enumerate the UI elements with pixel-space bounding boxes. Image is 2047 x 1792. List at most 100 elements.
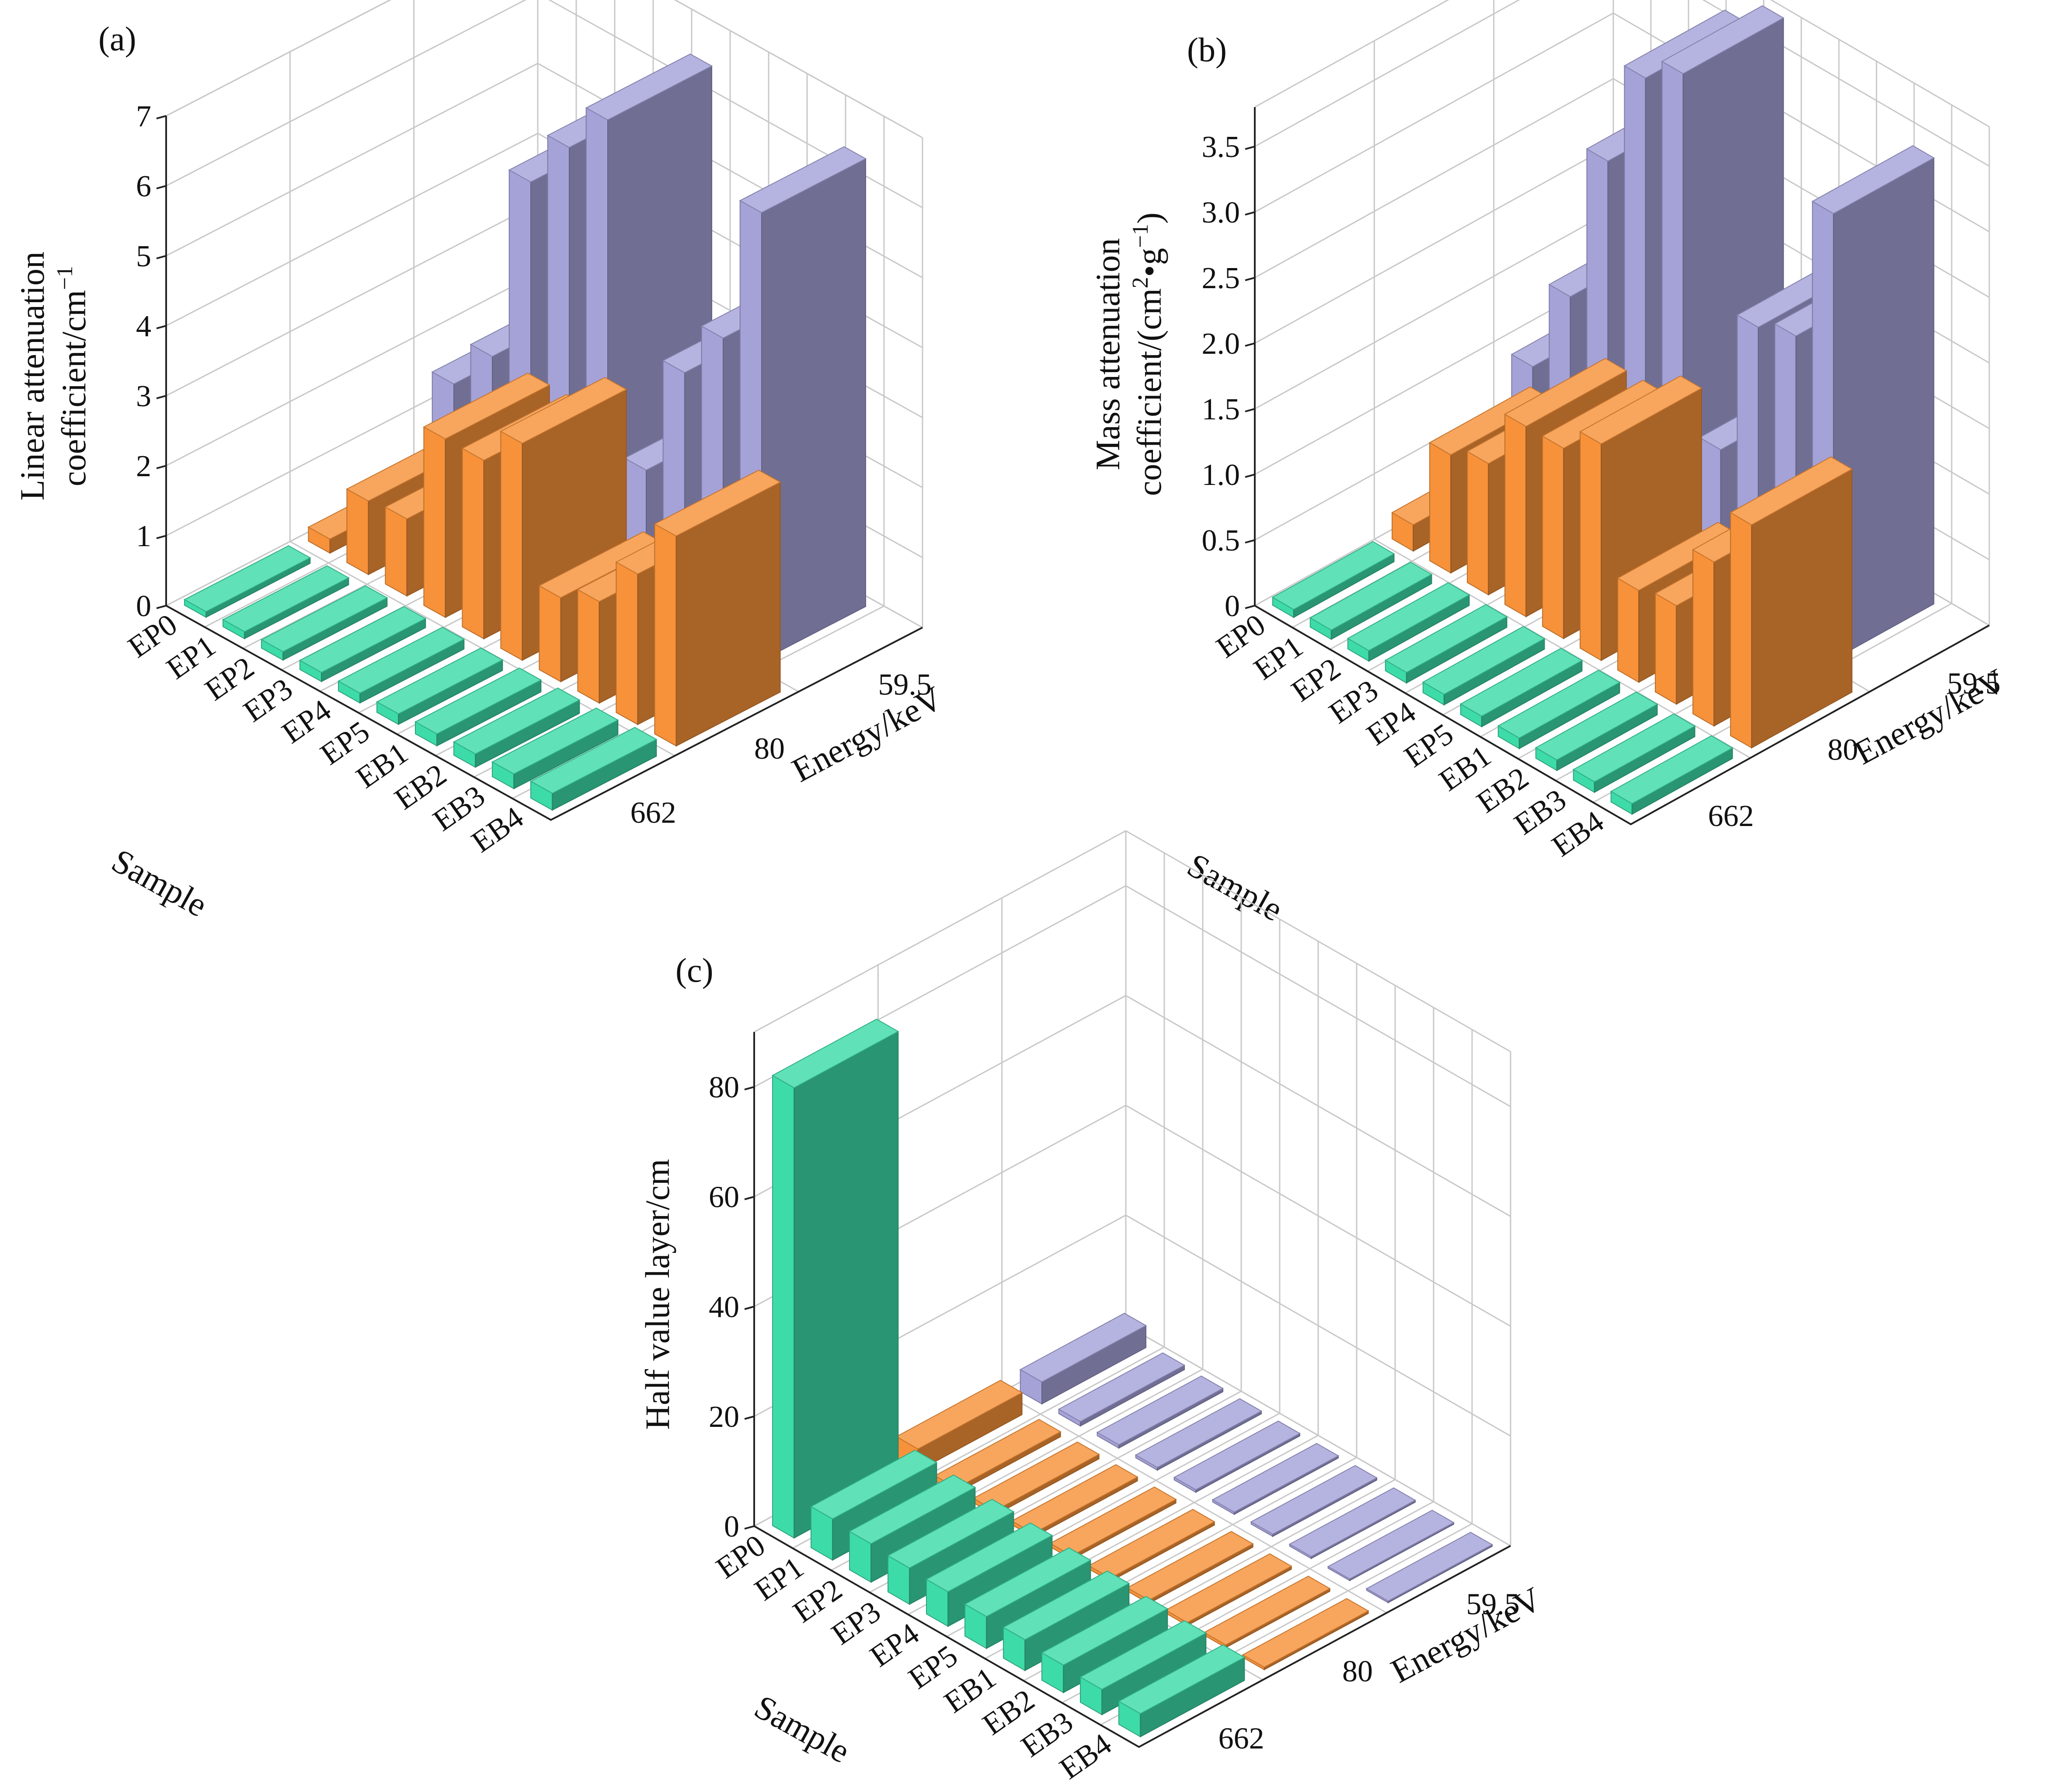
bar-face-top <box>1126 1531 1254 1601</box>
bar-EP0-59.5 <box>1019 1313 1147 1405</box>
bar-face-top <box>1661 5 1785 74</box>
bar-face-top <box>1271 541 1395 610</box>
bar-EB4-80 <box>1242 1598 1369 1671</box>
bar-face-top <box>299 606 427 673</box>
energy-tick-label: 80 <box>1828 733 1858 767</box>
bar-EB2-662 <box>453 687 581 768</box>
bar-face-front <box>616 561 638 725</box>
bar-EP0-662 <box>1271 541 1395 618</box>
bar-face-front <box>1730 512 1752 749</box>
energy-tick-label: 59.5 <box>1466 1588 1520 1621</box>
bar-EP3-59.5 <box>1135 1398 1263 1471</box>
bar-face-top <box>500 377 627 444</box>
bar-EP4-662 <box>1422 626 1546 706</box>
grid-line <box>1001 1391 1387 1614</box>
grid-line <box>1254 0 1990 167</box>
z-axis-title-line1: Half value layer/cm <box>638 1159 676 1429</box>
x-axis-title: Sample <box>748 1687 856 1771</box>
z-tick-mark <box>1245 146 1255 150</box>
bar-EP2-662 <box>260 585 388 661</box>
grid-line <box>166 0 923 139</box>
bar-EP4-662 <box>337 627 465 704</box>
bar-face-top <box>260 585 388 652</box>
bar-face-side <box>794 1031 899 1539</box>
bar-EB4-662 <box>1610 735 1734 815</box>
bar-EB4-662 <box>1117 1644 1246 1738</box>
bar-face-top <box>1250 1465 1378 1535</box>
bar-EB3-59.5 <box>1327 1510 1455 1582</box>
bars <box>771 1018 1493 1738</box>
bar-face-top <box>1211 1443 1340 1513</box>
z-tick-label: 3.5 <box>1202 130 1240 164</box>
z-axis-title-line2: coefficient/cm−1 <box>52 266 93 486</box>
bar-face-top <box>895 1380 1023 1450</box>
z-tick-mark <box>156 325 167 329</box>
bar-face-front <box>1655 593 1677 705</box>
bar-EP1-59.5 <box>1058 1352 1186 1427</box>
bar-EP5-59.5 <box>1211 1443 1340 1515</box>
bar-face-front <box>1692 549 1715 727</box>
bar-face-front <box>500 430 523 661</box>
bar-face-top <box>1165 1553 1292 1623</box>
bar-face-top <box>1459 648 1583 717</box>
bar-face-front <box>1429 442 1452 574</box>
axis-frame <box>753 1032 1511 1748</box>
z-tick-mark <box>744 1415 755 1420</box>
z-tick-label: 3.0 <box>1202 196 1240 230</box>
energy-tick-label: 662 <box>1708 799 1754 833</box>
bars <box>183 53 867 811</box>
bar-EP0-80 <box>895 1380 1023 1472</box>
z-tick-label: 80 <box>709 1071 739 1105</box>
z-tick-label: 0 <box>724 1510 739 1544</box>
bar-face-top <box>423 373 550 439</box>
bar-face-top <box>925 1522 1053 1593</box>
bar-face-top <box>1058 1352 1186 1422</box>
bar-EB2-662 <box>1041 1596 1169 1694</box>
bar-face-top <box>771 1018 899 1088</box>
bar-face-top <box>1019 1313 1147 1383</box>
bar-face-top <box>1384 604 1508 673</box>
bar-face-top <box>183 545 311 612</box>
bar-face-top <box>1365 1531 1493 1602</box>
z-tick-label: 6 <box>136 170 151 203</box>
bar-face-front <box>654 523 677 747</box>
bar-EP5-662 <box>376 647 504 725</box>
grid-line <box>1254 0 1990 128</box>
y-axis-title: Energy/keV <box>786 679 948 789</box>
bar-face-top <box>1572 713 1696 783</box>
bar-face-top <box>739 146 867 213</box>
bar-face-top <box>848 1475 976 1544</box>
bar-face-top <box>453 687 581 755</box>
bars <box>1271 5 1935 815</box>
bar-face-top <box>1117 1644 1246 1715</box>
z-tick-mark <box>1245 277 1255 281</box>
bar-face-top <box>1002 1570 1130 1640</box>
panel-1: 00.51.01.52.02.53.03.5EP0EP1EP2EP3EP4EP5… <box>1089 0 2011 928</box>
z-tick-mark <box>156 115 167 119</box>
energy-tick-label: 662 <box>630 796 676 830</box>
bar-face-front <box>1580 431 1602 661</box>
z-tick-label: 40 <box>709 1290 739 1324</box>
z-tick-label: 2.0 <box>1202 327 1240 361</box>
bar-face-top <box>1041 1596 1169 1666</box>
bar-EB3-80 <box>1203 1576 1331 1649</box>
bar-face-top <box>1203 1576 1331 1646</box>
bar-EP1-662 <box>222 565 350 640</box>
grid-line <box>166 0 923 209</box>
bar-face-front <box>539 585 561 683</box>
bar-face-top <box>222 565 350 632</box>
bar-face-top <box>1497 669 1621 739</box>
bar-EP0-662 <box>183 545 311 618</box>
panel-label: (b) <box>1187 31 1227 69</box>
z-tick-mark <box>1245 342 1255 347</box>
bar-EP1-662 <box>1309 561 1433 640</box>
z-tick-mark <box>1245 605 1255 609</box>
bar-EB1-662 <box>414 667 542 747</box>
energy-tick-label: 59.5 <box>1947 667 2001 701</box>
z-tick-label: 1 <box>136 519 151 553</box>
bar-face-top <box>585 53 713 121</box>
z-tick-mark <box>156 605 167 609</box>
bar-face-front <box>423 426 446 618</box>
